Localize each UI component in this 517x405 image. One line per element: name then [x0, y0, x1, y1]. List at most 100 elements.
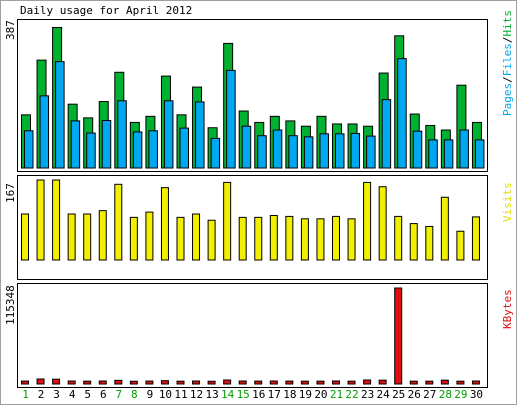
files-bar [101, 120, 112, 169]
files-bar [39, 95, 50, 169]
files-bar [303, 136, 314, 169]
visits-bar [36, 179, 45, 261]
files-bar [179, 127, 189, 169]
kbytes-bar [160, 380, 169, 385]
day-label: 19 [299, 388, 312, 401]
legend-files: Files [501, 43, 514, 76]
day-label: 5 [84, 388, 91, 401]
legend-slash-2: / [501, 37, 514, 44]
visits-bar [300, 218, 309, 261]
files-bar [412, 130, 423, 169]
day-label: 29 [454, 388, 467, 401]
bottom-max-label: 115348 [4, 285, 17, 325]
visits-bar [145, 211, 154, 261]
day-label: 25 [392, 388, 405, 401]
kbytes-bar [394, 287, 403, 385]
kbytes-bar [363, 379, 372, 385]
chart-title: Daily usage for April 2012 [20, 4, 192, 17]
files-bar [226, 69, 236, 169]
day-label: 2 [38, 388, 45, 401]
day-label: 3 [53, 388, 60, 401]
kbytes-bar [176, 380, 185, 385]
files-bar [474, 139, 485, 169]
files-bar [195, 101, 205, 169]
day-label: 24 [377, 388, 391, 401]
files-bar [55, 61, 65, 169]
kbytes-bar [192, 380, 201, 385]
files-bar [381, 99, 392, 169]
visits-bar [269, 214, 278, 261]
visits-bar [409, 223, 418, 261]
day-label: 14 [221, 388, 235, 401]
bottom-panel-frame [17, 283, 488, 388]
visits-bar [394, 215, 403, 261]
day-label: 22 [345, 388, 358, 401]
top-panel-frame [17, 19, 488, 172]
visits-bar [176, 216, 185, 261]
day-label: 21 [330, 388, 343, 401]
kbytes-bar [36, 378, 45, 385]
kbytes-bar [207, 380, 216, 385]
day-label: 6 [100, 388, 107, 401]
kbytes-bar [300, 380, 309, 385]
files-bar [443, 139, 454, 169]
files-bar [366, 135, 376, 169]
kbytes-bar [285, 380, 294, 385]
kbytes-bar [471, 380, 480, 385]
visits-bar [207, 219, 216, 261]
bottom-panel-bars [21, 287, 480, 385]
day-label: 1 [22, 388, 29, 401]
visits-bar [285, 215, 294, 261]
day-label: 11 [174, 388, 187, 401]
visits-bar [98, 210, 107, 261]
bottom-legend-kbytes: KBytes [501, 289, 514, 329]
middle-max-label: 167 [4, 183, 17, 203]
files-bar [148, 130, 158, 169]
kbytes-bar [425, 380, 434, 385]
files-bar [335, 133, 345, 169]
kbytes-bar [129, 380, 138, 385]
files-bar [319, 133, 329, 169]
visits-bar [440, 196, 449, 261]
visits-bar [83, 213, 92, 261]
top-panel-bars [21, 26, 485, 169]
top-legend-label: Pages/Files/Hits [501, 10, 514, 116]
day-label: 28 [439, 388, 452, 401]
middle-panel-frame [17, 175, 488, 280]
files-bar [70, 120, 81, 169]
visits-bar [425, 225, 434, 261]
visits-bar [254, 216, 263, 261]
day-label: 13 [205, 388, 218, 401]
day-label: 9 [147, 388, 154, 401]
day-label: 12 [190, 388, 203, 401]
files-bar [117, 100, 127, 169]
files-bar [86, 132, 96, 169]
day-label: 30 [470, 388, 483, 401]
files-bar [257, 135, 267, 169]
kbytes-bar [378, 379, 387, 385]
day-label: 15 [237, 388, 250, 401]
kbytes-bar [67, 380, 76, 385]
files-bar [350, 132, 361, 169]
day-label: 4 [69, 388, 76, 401]
files-bar [132, 131, 143, 169]
day-label: 8 [131, 388, 138, 401]
files-bar [288, 135, 298, 169]
visits-bar [223, 181, 232, 261]
legend-pages: Pages [501, 83, 514, 116]
visits-bar [21, 213, 29, 261]
day-labels: 1 2 3 4 5 6 7 8 9 10 11 12 13 14 15 16 17 18 19 20 21 22 23 24 2… [22, 388, 483, 401]
visits-bar [129, 216, 138, 261]
visits-bar [332, 215, 340, 261]
kbytes-bar [269, 380, 278, 385]
day-label: 16 [252, 388, 265, 401]
kbytes-bar [98, 380, 107, 385]
visits-bar [363, 181, 372, 261]
middle-panel-bars [21, 179, 480, 261]
visits-bar [192, 213, 201, 261]
visits-bar [347, 218, 356, 261]
day-label: 20 [314, 388, 327, 401]
kbytes-bar [347, 380, 356, 385]
visits-bar [316, 218, 325, 261]
files-bar [428, 139, 438, 169]
